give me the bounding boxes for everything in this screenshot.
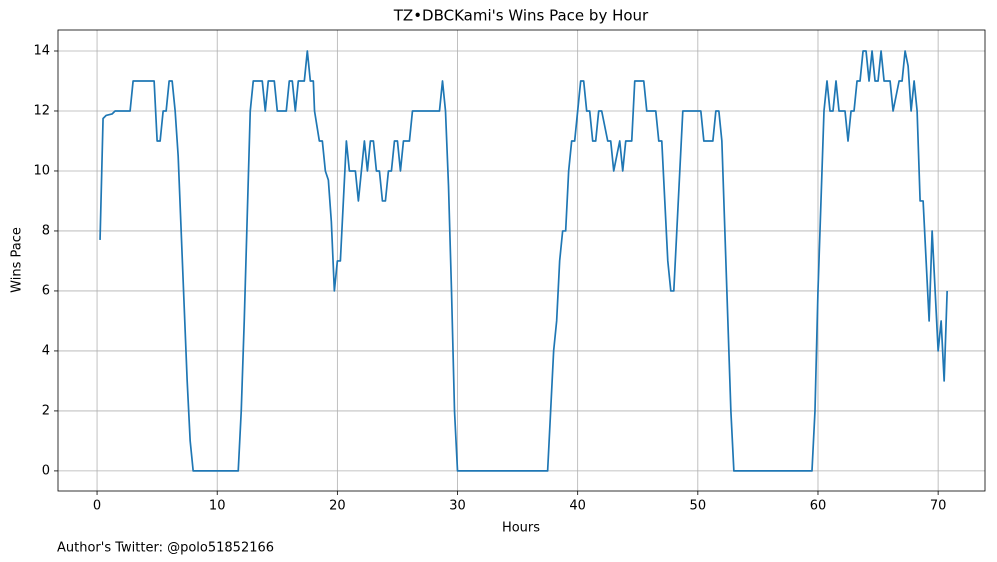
y-tick-label: 10: [33, 163, 50, 178]
x-tick-label: 20: [329, 499, 346, 514]
x-tick-label: 40: [569, 499, 586, 514]
y-tick-label: 6: [42, 283, 50, 298]
y-tick-label: 4: [42, 343, 50, 358]
y-tick-label: 14: [33, 43, 50, 58]
y-tick-label: 12: [33, 103, 50, 118]
x-tick-label: 50: [690, 499, 707, 514]
y-tick-label: 2: [42, 403, 50, 418]
footnote: Author's Twitter: @polo51852166: [57, 541, 274, 556]
y-axis-label: Wins Pace: [10, 227, 25, 293]
x-tick-label: 70: [930, 499, 947, 514]
chart-title: TZ•DBCKami's Wins Pace by Hour: [393, 7, 649, 25]
x-tick-label: 10: [209, 499, 226, 514]
plot-frame: [57, 29, 986, 492]
x-axis-label: Hours: [502, 521, 540, 536]
x-tick-label: 0: [93, 499, 101, 514]
y-tick-label: 8: [42, 223, 50, 238]
data-line: [99, 50, 948, 472]
x-tick-label: 30: [449, 499, 466, 514]
x-tick-label: 60: [810, 499, 827, 514]
y-tick-label: 0: [42, 463, 50, 478]
